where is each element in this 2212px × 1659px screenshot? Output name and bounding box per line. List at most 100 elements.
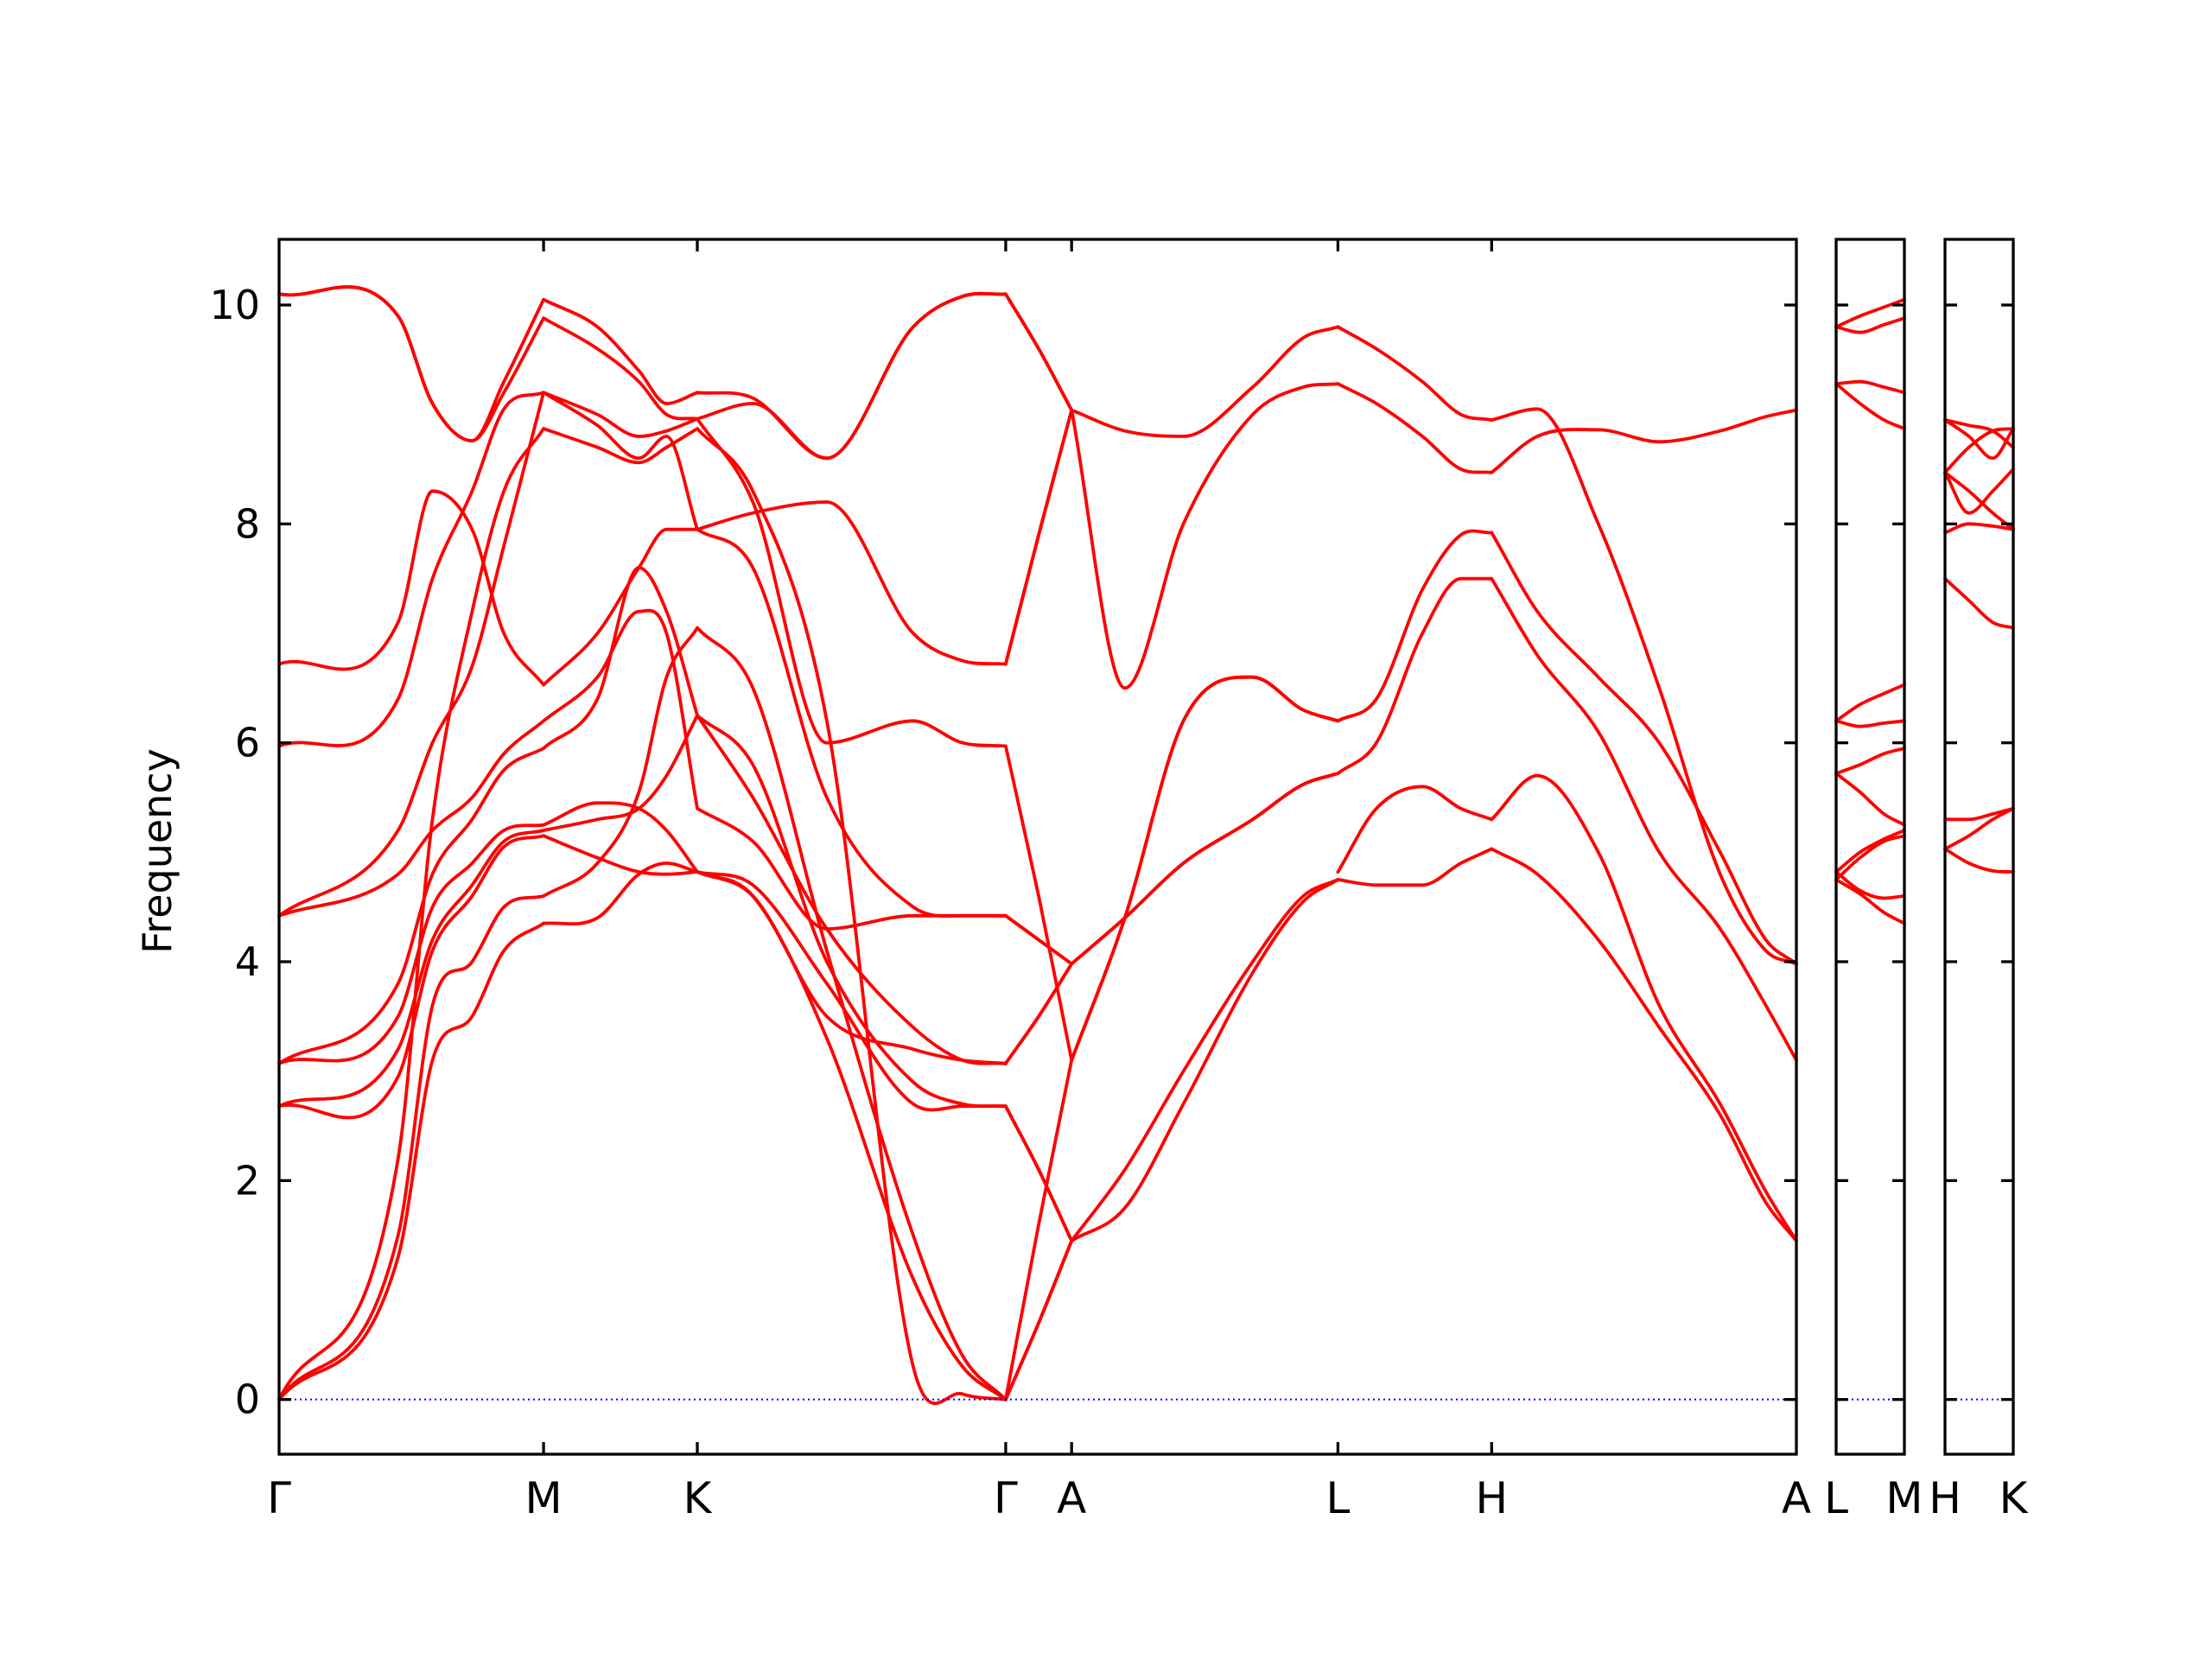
x-tick-label: L xyxy=(1824,1473,1848,1523)
band-line xyxy=(1490,407,1798,966)
y-tick-label: 10 xyxy=(209,282,260,328)
panel-frames xyxy=(277,238,2015,1456)
band-line xyxy=(1004,744,1074,1062)
band-line xyxy=(277,489,545,687)
band-line xyxy=(696,626,1007,1402)
band-line xyxy=(542,427,699,465)
band-line xyxy=(1834,834,1906,881)
band-line xyxy=(1070,675,1340,1062)
band-line xyxy=(277,894,545,1402)
band-line xyxy=(542,608,699,810)
band-line xyxy=(1070,325,1340,438)
x-tick-label: H xyxy=(1929,1473,1961,1523)
band-line xyxy=(542,297,699,405)
band-line xyxy=(1004,1239,1074,1402)
band-line xyxy=(277,823,545,1065)
band-line xyxy=(542,316,699,421)
band-line xyxy=(1834,719,1906,728)
panel-frame xyxy=(1834,238,1906,1456)
band-line xyxy=(1943,806,2015,851)
x-tick-label: Γ xyxy=(267,1473,291,1523)
band-line xyxy=(1070,878,1340,1243)
band-line xyxy=(1834,379,1906,395)
band-line xyxy=(542,527,699,687)
y-tick-label: 4 xyxy=(235,938,260,985)
band-line xyxy=(696,500,1007,666)
axis-ticks xyxy=(279,239,2013,1454)
band-line xyxy=(1004,292,1074,412)
band-line xyxy=(1834,829,1906,874)
band-line xyxy=(696,416,1007,748)
band-line xyxy=(1336,847,1494,887)
band-lines xyxy=(277,285,2015,1406)
x-tick-label: A xyxy=(1782,1473,1811,1523)
band-line xyxy=(542,834,699,876)
band-line xyxy=(1004,408,1074,666)
band-line xyxy=(1943,427,2015,474)
band-line xyxy=(1490,847,1798,1243)
band-line xyxy=(1834,870,1906,900)
band-line xyxy=(1943,467,2015,515)
band-line xyxy=(696,714,1007,1065)
band-line xyxy=(1070,878,1340,1243)
x-tick-label: Γ xyxy=(994,1473,1018,1523)
band-line xyxy=(277,921,545,1402)
band-line xyxy=(696,527,1007,918)
band-line xyxy=(1834,382,1906,430)
x-tick-label: K xyxy=(683,1473,713,1523)
band-line xyxy=(277,427,545,1402)
band-line xyxy=(1834,772,1906,827)
x-tick-label: A xyxy=(1057,1473,1086,1523)
band-line xyxy=(1834,747,1906,775)
band-line xyxy=(1490,531,1798,966)
y-axis-label: Frequency xyxy=(134,748,181,954)
band-line xyxy=(1943,418,2015,461)
band-line xyxy=(1004,913,1074,966)
band-line xyxy=(542,801,699,874)
band-line xyxy=(277,719,545,918)
band-line xyxy=(1336,325,1494,422)
x-tick-label: H xyxy=(1476,1473,1509,1523)
band-line xyxy=(1943,418,2015,449)
band-line xyxy=(696,427,1007,1406)
band-line xyxy=(1070,772,1340,966)
band-line xyxy=(542,861,699,926)
band-line xyxy=(542,391,699,438)
band-line xyxy=(1943,470,2015,531)
band-line xyxy=(277,391,545,918)
band-line xyxy=(1336,576,1494,775)
band-line xyxy=(277,834,545,1120)
band-line xyxy=(277,391,545,748)
band-line xyxy=(1490,773,1798,1243)
band-line xyxy=(277,829,545,1109)
band-line xyxy=(1490,408,1798,474)
x-tick-label: L xyxy=(1325,1473,1350,1523)
band-line xyxy=(277,747,545,1065)
panel-frame xyxy=(1943,238,2015,1456)
y-tick-label: 8 xyxy=(235,500,260,547)
band-line xyxy=(542,391,699,531)
x-tick-label: K xyxy=(1999,1473,2029,1523)
panel-frame xyxy=(277,238,1798,1456)
band-line xyxy=(1336,785,1494,874)
band-line xyxy=(1943,576,2015,630)
band-line xyxy=(1004,962,1074,1065)
band-line xyxy=(1004,1058,1074,1402)
band-line xyxy=(696,291,1007,461)
band-line xyxy=(1834,878,1906,925)
band-line xyxy=(1943,847,2015,874)
band-line xyxy=(1336,382,1494,474)
band-line xyxy=(1943,806,2015,822)
band-line xyxy=(277,285,545,442)
band-line xyxy=(1943,522,2015,535)
x-tick-label: M xyxy=(525,1473,563,1523)
y-tick-label: 0 xyxy=(235,1376,260,1423)
y-tick-label: 6 xyxy=(235,720,260,766)
band-line xyxy=(1070,382,1340,690)
band-line xyxy=(696,806,1007,931)
band-line xyxy=(696,714,1007,1109)
x-tick-label: M xyxy=(1885,1473,1923,1523)
band-line xyxy=(696,291,1007,461)
